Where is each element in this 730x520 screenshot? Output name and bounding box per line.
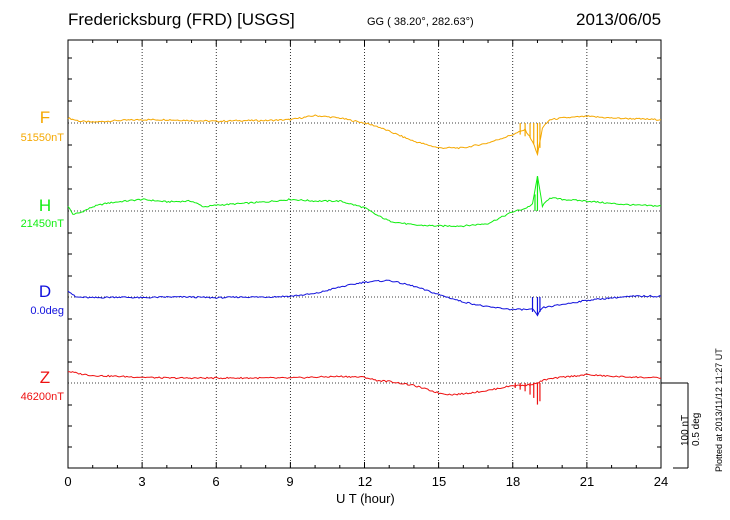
- baseline-label-z: 46200nT: [20, 391, 64, 403]
- series-line-d: [67, 279, 662, 317]
- component-label-d: D: [38, 282, 52, 301]
- x-tick-label: 21: [579, 474, 595, 489]
- series-line-f: [67, 114, 662, 157]
- x-tick-label: 9: [286, 474, 294, 489]
- baseline-label-h: 21450nT: [20, 218, 64, 230]
- x-tick-label: 6: [212, 474, 220, 489]
- station-coordinates: GG ( 38.20°, 282.63°): [367, 16, 474, 28]
- x-tick-label: 12: [357, 474, 373, 489]
- component-label-f: F: [39, 108, 51, 127]
- series-line-z: [67, 371, 662, 396]
- station-title: Fredericksburg (FRD) [USGS]: [68, 10, 295, 29]
- x-tick-label: 18: [505, 474, 521, 489]
- scale-label-deg: 0.5 deg: [691, 412, 702, 446]
- component-label-h: H: [38, 196, 52, 215]
- x-tick-label: 3: [138, 474, 146, 489]
- plotted-timestamp: Plotted at 2013/11/12 11:27 UT: [714, 348, 724, 472]
- x-tick-label: 0: [64, 474, 72, 489]
- scale-label-nt: 100 nT: [680, 414, 691, 446]
- series-line-h: [67, 176, 662, 228]
- component-label-z: Z: [39, 368, 51, 387]
- x-tick-label: 15: [431, 474, 447, 489]
- x-tick-label: 24: [653, 474, 669, 489]
- baseline-label-d: 0.0deg: [30, 305, 64, 317]
- x-axis-label: U T (hour): [336, 491, 395, 506]
- baseline-label-f: 51550nT: [20, 132, 64, 144]
- chart-date: 2013/06/05: [576, 10, 662, 29]
